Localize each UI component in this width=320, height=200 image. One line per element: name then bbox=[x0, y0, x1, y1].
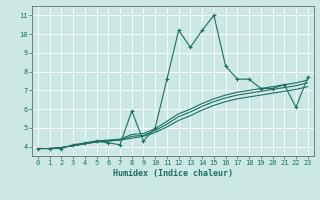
X-axis label: Humidex (Indice chaleur): Humidex (Indice chaleur) bbox=[113, 169, 233, 178]
